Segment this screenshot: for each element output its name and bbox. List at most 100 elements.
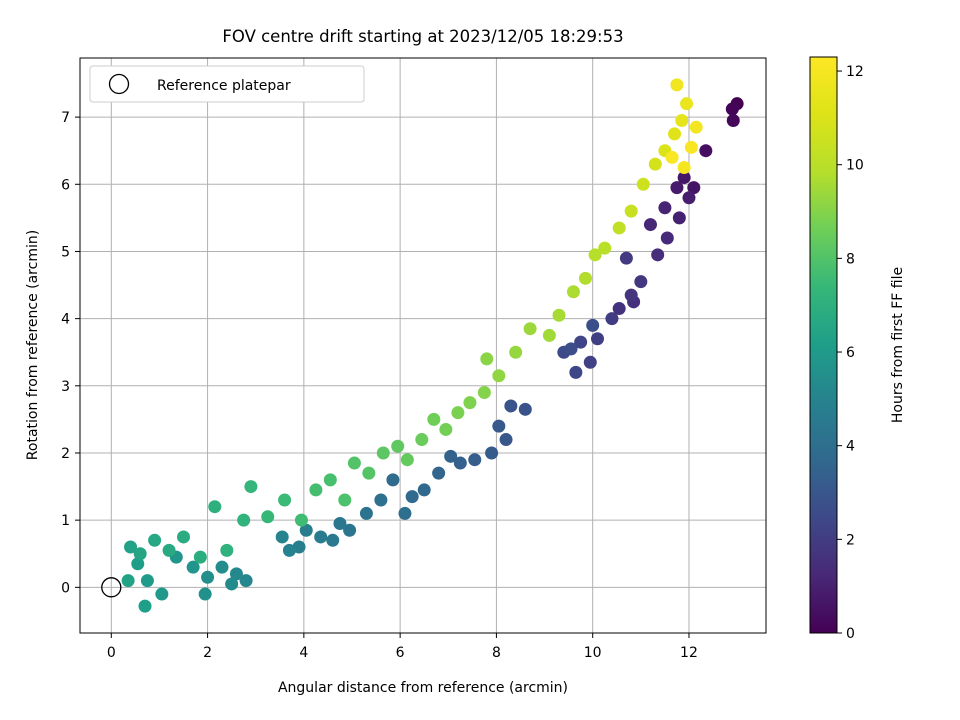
data-point [672,211,686,225]
colorbar-tick-label: 0 [846,626,855,642]
data-point [509,345,523,359]
plot-frame [79,57,767,634]
data-point [405,490,419,504]
data-point [687,181,701,195]
data-point [643,218,657,232]
data-point [453,456,467,470]
data-point [658,201,672,215]
legend-marker [108,73,130,95]
data-point [376,446,390,460]
data-point [155,587,169,601]
data-point [578,271,592,285]
data-point [588,248,602,262]
data-point [463,396,477,410]
data-point [651,248,665,262]
data-point [677,171,691,185]
data-point [569,365,583,379]
data-point [680,97,694,111]
data-point [294,513,308,527]
data-point [239,574,253,588]
data-point [591,332,605,346]
data-point [338,493,352,507]
data-point [451,406,465,420]
data-point [186,560,200,574]
x-tick-label: 0 [107,645,116,661]
data-point [326,533,340,547]
data-point [323,473,337,487]
data-point [726,113,740,127]
data-point [229,567,243,581]
data-point [347,456,361,470]
data-point [518,402,532,416]
data-point [309,483,323,497]
colorbar-ticks: 0 2 4 6 8 10 12 [837,64,864,642]
data-point [523,322,537,336]
y-tick-label: 7 [61,110,70,126]
data-point [660,231,674,245]
data-point [386,473,400,487]
x-tick-label: 2 [203,645,212,661]
data-point [124,540,138,554]
data-point [225,577,239,591]
x-tick-label: 8 [492,645,501,661]
data-point [699,144,713,158]
data-point [444,449,458,463]
data-point [468,453,482,467]
reference-point-marker [101,577,122,598]
data-point [477,386,491,400]
data-point [314,530,328,544]
data-point [624,204,638,218]
colorbar-tick-label: 6 [846,345,855,361]
data-point [359,506,373,520]
data-point [668,127,682,141]
colorbar-tick-label: 10 [846,158,864,174]
legend-box [89,65,365,103]
data-point [504,399,518,413]
grid-lines [80,58,766,633]
legend-label: Reference platepar [157,78,291,94]
data-point [677,160,691,174]
data-point [177,530,191,544]
data-point [552,308,566,322]
x-axis-label: Angular distance from reference (arcmin) [278,680,568,696]
colorbar-label: Hours from first FF file [890,267,906,423]
data-point [439,422,453,436]
data-point [140,574,154,588]
legend: Reference platepar [89,65,365,103]
data-point [542,328,556,342]
y-tick-label: 6 [61,177,70,193]
data-point [220,543,234,557]
data-point [612,221,626,235]
plot-area [80,58,766,633]
y-tick-label: 3 [61,379,70,395]
data-point [586,318,600,332]
data-point [162,543,176,557]
data-point [400,453,414,467]
data-point [583,355,597,369]
data-point [261,510,275,524]
data-point [665,150,679,164]
y-tick-label: 4 [61,312,70,328]
data-point [675,113,689,127]
data-point [605,312,619,326]
data-point [612,302,626,316]
data-point [492,419,506,433]
data-point [138,599,152,613]
data-point [121,574,135,588]
data-point [148,533,162,547]
data-point [193,550,207,564]
colorbar-tick-label: 4 [846,439,855,455]
data-point [624,288,638,302]
colorbar-tick-label: 12 [846,64,864,80]
y-tick-label: 1 [61,513,70,529]
y-axis-ticks: 0 1 2 3 4 5 6 7 [61,110,80,596]
x-tick-label: 10 [584,645,602,661]
colorbar [809,56,838,634]
data-point [689,120,703,134]
data-point [648,157,662,171]
data-point [598,241,612,255]
chart-title: FOV centre drift starting at 2023/12/05 … [222,27,623,46]
data-point [480,352,494,366]
y-tick-label: 5 [61,244,70,260]
